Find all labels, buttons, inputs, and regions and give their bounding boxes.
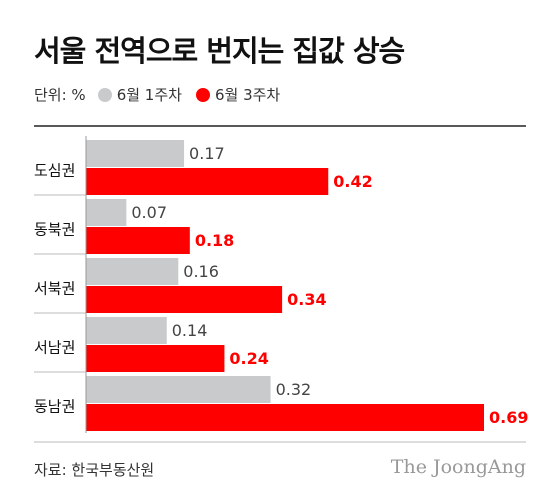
data-label: 0.16 xyxy=(183,262,219,281)
data-label: 0.69 xyxy=(489,408,528,427)
legend-item-week1: 6월 1주차 xyxy=(97,84,182,105)
bar xyxy=(86,140,185,167)
legend-swatch-week1 xyxy=(97,87,112,102)
data-label: 0.34 xyxy=(287,290,326,309)
bar xyxy=(86,168,329,195)
brand-logo: The JoongAng xyxy=(390,456,526,478)
chart-title: 서울 전역으로 번지는 집값 상승 xyxy=(34,34,405,68)
category-label: 서남권 xyxy=(34,339,75,357)
legend: 단위: % 6월 1주차 6월 3주차 xyxy=(34,84,294,105)
data-label: 0.42 xyxy=(333,172,372,191)
bar xyxy=(86,227,190,254)
source-note: 자료: 한국부동산원 xyxy=(34,461,155,479)
legend-label-week1: 6월 1주차 xyxy=(116,86,182,104)
unit-label: 단위: % xyxy=(34,86,86,104)
bar xyxy=(86,345,225,372)
data-label: 0.17 xyxy=(189,144,225,163)
data-label: 0.18 xyxy=(195,231,234,250)
legend-item-week3: 6월 3주차 xyxy=(195,84,281,105)
data-label: 0.07 xyxy=(131,203,167,222)
category-label: 동남권 xyxy=(34,398,75,416)
bar xyxy=(86,376,271,403)
legend-label-week3: 6월 3주차 xyxy=(214,86,281,104)
bar xyxy=(86,286,283,313)
data-label: 0.14 xyxy=(172,321,208,340)
data-label: 0.32 xyxy=(276,380,312,399)
bar xyxy=(86,317,167,344)
legend-swatch-week3 xyxy=(195,87,210,102)
bar xyxy=(86,199,127,226)
category-label: 동북권 xyxy=(34,221,75,239)
bar xyxy=(86,258,179,285)
category-label: 서북권 xyxy=(34,280,75,298)
bar xyxy=(86,404,484,431)
data-label: 0.24 xyxy=(229,349,268,368)
category-label: 도심권 xyxy=(34,162,75,180)
